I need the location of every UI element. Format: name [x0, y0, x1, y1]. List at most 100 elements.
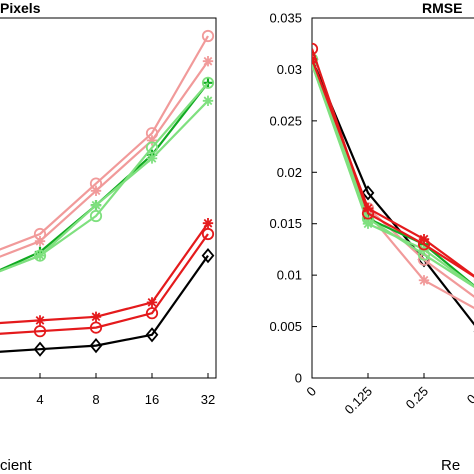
left-series-line	[0, 254, 209, 353]
marker-star	[34, 236, 46, 247]
right-series-line	[312, 58, 474, 326]
left-series-4	[0, 95, 214, 273]
left-series-5	[0, 218, 214, 326]
marker-star	[90, 311, 102, 322]
left-series-3	[0, 76, 215, 273]
marker-circle	[417, 238, 431, 251]
left-series-group	[0, 29, 215, 357]
marker-star	[146, 135, 158, 146]
left-data-point	[201, 247, 215, 264]
left-data-point	[33, 325, 47, 338]
marker-circle	[145, 307, 159, 320]
right-x-axis-label: Re	[441, 457, 460, 474]
right-y-tick-label: 0.01	[277, 268, 302, 283]
right-series-line	[312, 58, 474, 278]
marker-star	[202, 56, 214, 67]
right-series-line	[312, 63, 474, 288]
right-data-point	[312, 42, 319, 55]
right-y-tick-label: 0.005	[269, 319, 302, 334]
left-panel-title: Pixels	[0, 0, 41, 16]
marker-diamond	[201, 247, 215, 264]
right-plot-frame	[311, 17, 474, 379]
left-data-point	[34, 250, 46, 261]
right-series-7	[312, 42, 474, 282]
left-data-point	[89, 337, 103, 354]
marker-circle	[201, 227, 215, 241]
marker-circle	[361, 207, 375, 220]
left-data-point	[202, 218, 214, 229]
left-data-point	[89, 321, 103, 334]
right-x-tick-label: 0	[303, 384, 319, 400]
right-series-group	[312, 42, 474, 333]
marker-star	[34, 250, 46, 261]
marker-circle	[201, 76, 215, 89]
marker-star	[202, 218, 214, 229]
left-series-line	[0, 35, 209, 251]
right-data-point	[417, 238, 431, 251]
left-x-tick-label: 8	[92, 392, 99, 407]
right-series-6	[312, 53, 474, 278]
marker-star	[146, 297, 158, 308]
left-series-line	[0, 82, 209, 273]
right-x-tick-label: 0.5	[464, 384, 474, 407]
left-data-point	[89, 209, 103, 223]
left-series-line	[0, 100, 209, 273]
left-data-point	[146, 297, 158, 308]
left-plot-frame	[0, 17, 217, 379]
left-panel: Pixels cient 4 8 16 32	[0, 0, 217, 474]
left-series-line	[0, 222, 209, 325]
right-series-line	[312, 58, 474, 289]
marker-star	[146, 153, 158, 164]
left-x-tick-label: 16	[145, 392, 159, 407]
left-data-point	[146, 153, 158, 164]
left-x-ticks: 4 8 16 32	[36, 373, 215, 407]
left-data-point	[90, 200, 102, 211]
right-data-point	[361, 207, 375, 220]
left-data-point	[145, 327, 159, 343]
right-data-point	[418, 275, 430, 286]
left-series-2	[0, 77, 214, 272]
left-data-point	[90, 311, 102, 322]
left-data-point	[34, 236, 46, 247]
right-y-tick-label: 0.025	[269, 113, 302, 128]
left-series-line	[0, 233, 209, 335]
right-y-tick-label: 0	[295, 371, 302, 386]
left-series-1	[0, 56, 214, 258]
left-data-point	[202, 56, 214, 67]
left-series-line	[0, 82, 209, 272]
left-data-point	[90, 185, 102, 196]
marker-star	[90, 185, 102, 196]
marker-star	[362, 218, 374, 229]
left-series-line	[0, 60, 209, 258]
right-panel-title: RMSE	[422, 0, 462, 16]
right-y-ticks: 0 0.005 0.01 0.015 0.02 0.025 0.03 0.035	[269, 11, 317, 386]
right-series-line	[312, 63, 474, 310]
right-y-tick-label: 0.015	[269, 216, 302, 231]
marker-star	[418, 275, 430, 286]
marker-star	[34, 315, 46, 326]
marker-circle	[145, 141, 159, 154]
right-series-line	[312, 48, 474, 278]
right-x-ticks: 0 0.125 0.25 0.5	[303, 373, 474, 417]
marker-diamond	[89, 337, 103, 354]
left-data-point	[201, 227, 215, 241]
left-series-6	[0, 227, 215, 338]
marker-star	[90, 200, 102, 211]
marker-circle	[89, 209, 103, 223]
left-data-point	[33, 341, 47, 357]
marker-circle	[201, 29, 215, 43]
left-x-tick-label: 32	[201, 392, 215, 407]
right-y-tick-label: 0.02	[277, 165, 302, 180]
left-data-point	[145, 141, 159, 154]
left-data-point	[202, 95, 214, 106]
right-x-tick-label: 0.25	[403, 384, 432, 413]
right-y-tick-label: 0.035	[269, 11, 302, 26]
left-data-point	[34, 315, 46, 326]
left-data-point	[201, 76, 215, 89]
right-data-point	[361, 185, 375, 201]
marker-circle	[312, 42, 319, 55]
marker-circle	[89, 321, 103, 334]
left-data-point	[146, 135, 158, 146]
left-data-point	[145, 307, 159, 320]
